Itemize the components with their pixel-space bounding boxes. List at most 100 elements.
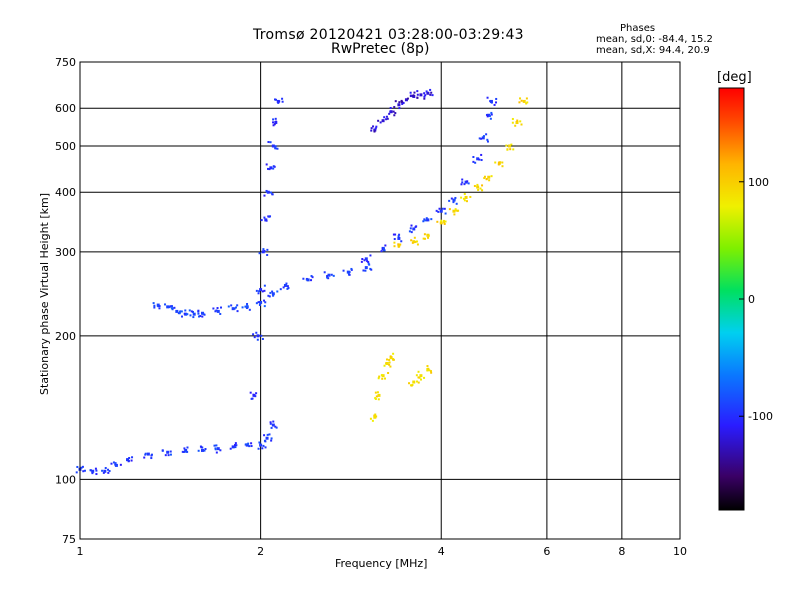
data-point bbox=[426, 91, 430, 95]
data-point bbox=[254, 395, 257, 398]
data-point bbox=[370, 268, 373, 271]
data-point bbox=[417, 381, 420, 384]
data-point bbox=[89, 469, 92, 472]
data-point bbox=[485, 113, 488, 116]
y-tick-label: 200 bbox=[55, 330, 76, 343]
data-point bbox=[454, 208, 457, 211]
y-axis-label: Stationary phase Virtual Height [km] bbox=[38, 192, 51, 395]
data-point bbox=[269, 291, 272, 294]
data-point bbox=[259, 288, 263, 292]
data-point bbox=[374, 391, 377, 394]
data-point bbox=[414, 240, 417, 243]
data-point bbox=[412, 380, 416, 384]
y-tick-label: 100 bbox=[55, 473, 76, 486]
data-point bbox=[465, 200, 468, 203]
data-point bbox=[438, 207, 441, 210]
data-point bbox=[167, 454, 170, 457]
data-point bbox=[246, 303, 249, 306]
data-point bbox=[166, 450, 170, 454]
data-point bbox=[252, 333, 255, 336]
data-point bbox=[508, 144, 512, 148]
data-point bbox=[169, 453, 172, 456]
data-point bbox=[410, 231, 413, 234]
colorbar-ticks: 100 0 -100 bbox=[739, 176, 773, 423]
data-point bbox=[258, 290, 261, 293]
x-tick-label: 4 bbox=[438, 545, 445, 558]
data-point bbox=[423, 97, 426, 100]
data-point bbox=[397, 235, 400, 238]
data-point bbox=[152, 302, 155, 305]
data-point bbox=[215, 451, 218, 454]
data-point bbox=[233, 444, 236, 447]
data-point bbox=[186, 446, 189, 449]
data-point bbox=[274, 147, 277, 150]
data-point bbox=[519, 97, 522, 100]
data-point bbox=[522, 99, 526, 103]
y-axis-ticks: 75 100 200 300 400 500 600 750 bbox=[55, 56, 76, 546]
phases-title: Phases bbox=[620, 23, 656, 34]
data-point bbox=[279, 288, 282, 291]
data-point bbox=[269, 166, 273, 170]
data-point bbox=[150, 453, 153, 456]
data-point bbox=[184, 309, 187, 312]
data-point bbox=[443, 221, 446, 224]
data-point bbox=[520, 99, 523, 102]
data-point bbox=[250, 397, 253, 400]
data-point bbox=[214, 448, 217, 451]
data-point bbox=[404, 98, 408, 102]
data-point bbox=[310, 275, 313, 278]
data-point bbox=[281, 100, 284, 103]
data-point bbox=[416, 90, 419, 93]
data-point bbox=[263, 250, 266, 253]
data-point bbox=[266, 433, 269, 436]
data-point bbox=[378, 375, 381, 378]
data-point bbox=[274, 425, 277, 428]
data-point bbox=[261, 290, 264, 293]
data-point bbox=[512, 148, 515, 151]
data-point bbox=[369, 254, 372, 257]
data-point bbox=[525, 97, 528, 100]
data-point bbox=[448, 199, 451, 202]
data-point bbox=[485, 178, 488, 181]
data-point bbox=[422, 237, 425, 240]
data-point bbox=[481, 136, 485, 140]
data-points bbox=[75, 88, 529, 476]
data-point bbox=[474, 161, 477, 164]
data-point bbox=[489, 99, 493, 103]
data-point bbox=[410, 384, 413, 387]
data-point bbox=[272, 124, 275, 127]
data-point bbox=[417, 376, 420, 379]
data-point bbox=[455, 202, 458, 205]
data-point bbox=[271, 292, 275, 296]
data-point bbox=[373, 414, 376, 417]
data-point bbox=[158, 307, 161, 310]
data-point bbox=[275, 120, 278, 123]
data-point bbox=[394, 100, 397, 103]
data-point bbox=[263, 284, 266, 287]
data-point bbox=[255, 289, 258, 292]
data-point bbox=[427, 367, 430, 370]
data-point bbox=[203, 313, 206, 316]
data-point bbox=[427, 234, 430, 237]
data-point bbox=[216, 447, 220, 451]
data-point bbox=[425, 90, 428, 93]
data-point bbox=[269, 421, 272, 424]
data-point bbox=[375, 125, 378, 128]
data-point bbox=[415, 374, 418, 377]
data-point bbox=[394, 233, 397, 236]
data-point bbox=[282, 286, 285, 289]
data-point bbox=[385, 118, 388, 121]
data-point bbox=[283, 283, 287, 287]
data-point bbox=[278, 100, 281, 103]
data-point bbox=[265, 219, 268, 222]
data-point bbox=[388, 361, 391, 364]
data-point bbox=[481, 184, 484, 187]
data-point bbox=[219, 312, 222, 315]
data-point bbox=[256, 334, 260, 338]
data-point bbox=[248, 445, 251, 448]
data-point bbox=[267, 167, 270, 170]
chart-title: Tromsø 20120421 03:28:00-03:29:43 bbox=[253, 27, 524, 43]
data-point bbox=[262, 444, 265, 447]
data-point bbox=[413, 91, 416, 94]
